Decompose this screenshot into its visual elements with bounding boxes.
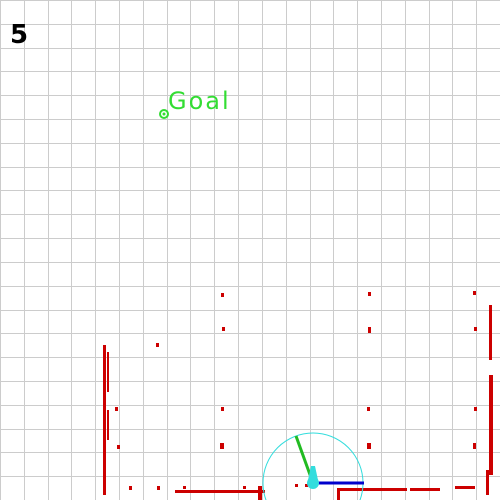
goal-marker-ring [159, 109, 169, 119]
goal-label: Goal [168, 87, 231, 115]
robot-nose [308, 466, 318, 480]
obstacle-points [103, 291, 493, 500]
robot [262, 432, 364, 500]
step-counter: 5 [10, 20, 29, 50]
goal-marker [159, 109, 169, 119]
goal-marker-center [162, 112, 166, 116]
